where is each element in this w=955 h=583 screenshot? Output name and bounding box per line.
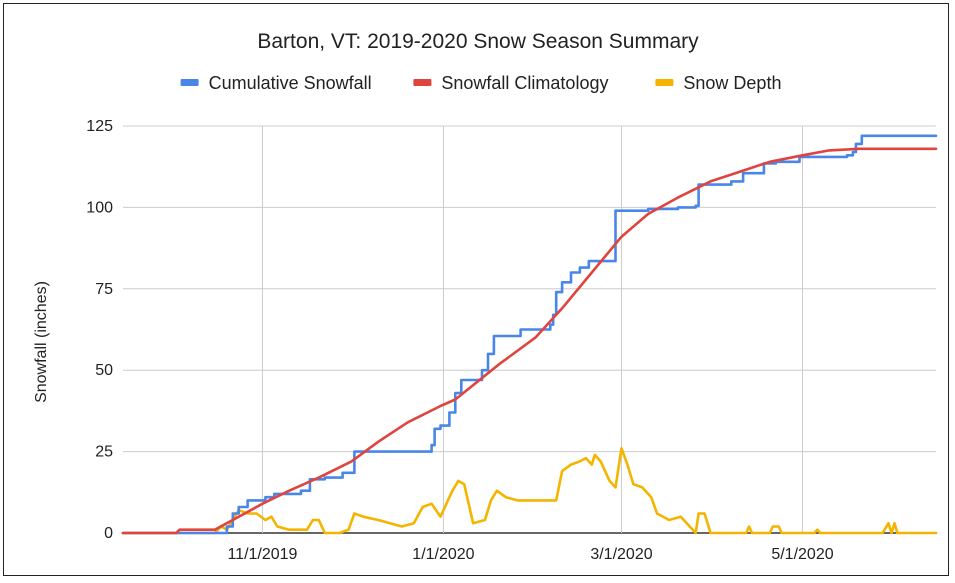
y-tick-label: 75: [95, 281, 113, 298]
x-tick-label: 11/1/2019: [227, 546, 297, 563]
x-tick-label: 3/1/2020: [590, 546, 652, 563]
snowfall-climatology-line: [121, 147, 938, 535]
y-tick-label: 0: [104, 525, 113, 542]
x-axis-ticks: 11/1/2019 1/1/2020 3/1/2020 5/1/2020: [227, 546, 833, 563]
cumulative-snowfall-legend-label: Cumulative Snowfall: [209, 73, 372, 93]
y-tick-label: 50: [95, 362, 113, 379]
y-tick-label: 25: [95, 444, 113, 461]
snow-depth-line: [121, 447, 938, 535]
y-tick-label: 125: [86, 118, 113, 135]
x-tick-label: 5/1/2020: [771, 546, 833, 563]
cumulative-snowfall-legend-swatch: [180, 79, 199, 86]
y-axis-label: Snowfall (inches): [33, 281, 50, 403]
chart-frame: [3, 3, 949, 576]
cumulative-snowfall-line: [121, 134, 938, 535]
snow-depth-legend-label: Snow Depth: [683, 73, 781, 93]
snowfall-climatology-legend-swatch: [413, 79, 432, 86]
snow-depth-legend-swatch: [655, 79, 674, 86]
y-tick-label: 100: [86, 199, 113, 216]
y-axis-ticks: 0 25 50 75 100 125: [86, 118, 113, 542]
snowfall-climatology-legend-label: Snowfall Climatology: [441, 73, 608, 93]
series-lines: [121, 134, 938, 535]
chart-legend: Cumulative Snowfall Snowfall Climatology S…: [180, 73, 781, 93]
chart-title: Barton, VT: 2019-2020 Snow Season Summar…: [257, 30, 699, 53]
x-tick-label: 1/1/2020: [412, 546, 474, 563]
